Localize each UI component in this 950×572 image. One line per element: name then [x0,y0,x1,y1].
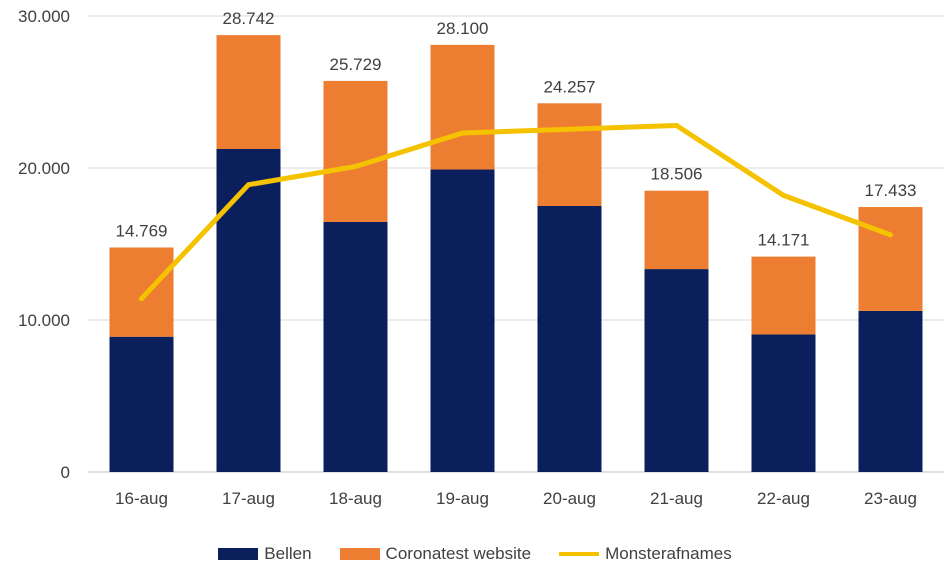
data-label-total: 14.171 [758,231,810,250]
x-tick-label: 22-aug [757,489,810,508]
data-label-total: 14.769 [116,222,168,241]
data-label-total: 17.433 [865,181,917,200]
line-point-monsterafnames [674,122,679,128]
legend-label-bellen: Bellen [264,544,312,563]
line-point-monsterafnames [567,126,572,132]
legend-item-monsterafnames: Monsterafnames [559,544,732,564]
line-point-monsterafnames [353,163,358,169]
bar-coronatest-website [109,247,174,337]
bar-bellen [751,334,816,472]
bar-bellen [109,336,174,472]
line-point-monsterafnames [781,192,786,198]
legend-swatch-monsterafnames [559,552,600,556]
legend-item-coronatest-website: Coronatest website [339,544,532,564]
bar-bellen [858,310,923,472]
bar-coronatest-website [323,80,388,222]
data-label-total: 28.100 [437,19,489,38]
bar-coronatest-website [644,190,709,270]
x-tick-label: 23-aug [864,489,917,508]
y-tick-label: 10.000 [18,311,70,330]
legend-item-bellen: Bellen [218,544,312,564]
bar-coronatest-website [751,256,816,335]
legend-label-monsterafnames: Monsterafnames [605,544,732,563]
y-tick-label: 20.000 [18,159,70,178]
line-point-monsterafnames [460,130,465,136]
legend-label-coronatest-website: Coronatest website [385,544,532,563]
y-tick-label: 30.000 [18,7,70,26]
data-label-total: 24.257 [544,77,596,96]
legend: Bellen Coronatest website Monsterafnames [0,544,950,564]
bar-coronatest-website [216,35,281,150]
x-tick-label: 20-aug [543,489,596,508]
x-tick-label: 16-aug [115,489,168,508]
bar-bellen [537,206,602,472]
legend-swatch-bellen [218,548,259,560]
legend-swatch-coronatest-website [339,548,380,560]
data-label-total: 25.729 [330,55,382,74]
bar-bellen [644,269,709,472]
line-point-monsterafnames [139,296,144,302]
bar-coronatest-website [430,44,495,170]
bar-bellen [430,169,495,472]
line-point-monsterafnames [888,232,893,238]
x-tick-label: 17-aug [222,489,275,508]
line-monsterafnames [139,122,893,302]
x-tick-label: 19-aug [436,489,489,508]
data-label-total: 18.506 [651,165,703,184]
data-label-total: 28.742 [223,9,275,28]
bar-bellen [323,221,388,472]
x-tick-label: 21-aug [650,489,703,508]
x-tick-label: 18-aug [329,489,382,508]
y-tick-label: 0 [61,463,70,482]
bar-coronatest-website [537,103,602,206]
bar-coronatest-website [858,207,923,311]
line-point-monsterafnames [246,182,251,188]
bar-bellen [216,149,281,472]
